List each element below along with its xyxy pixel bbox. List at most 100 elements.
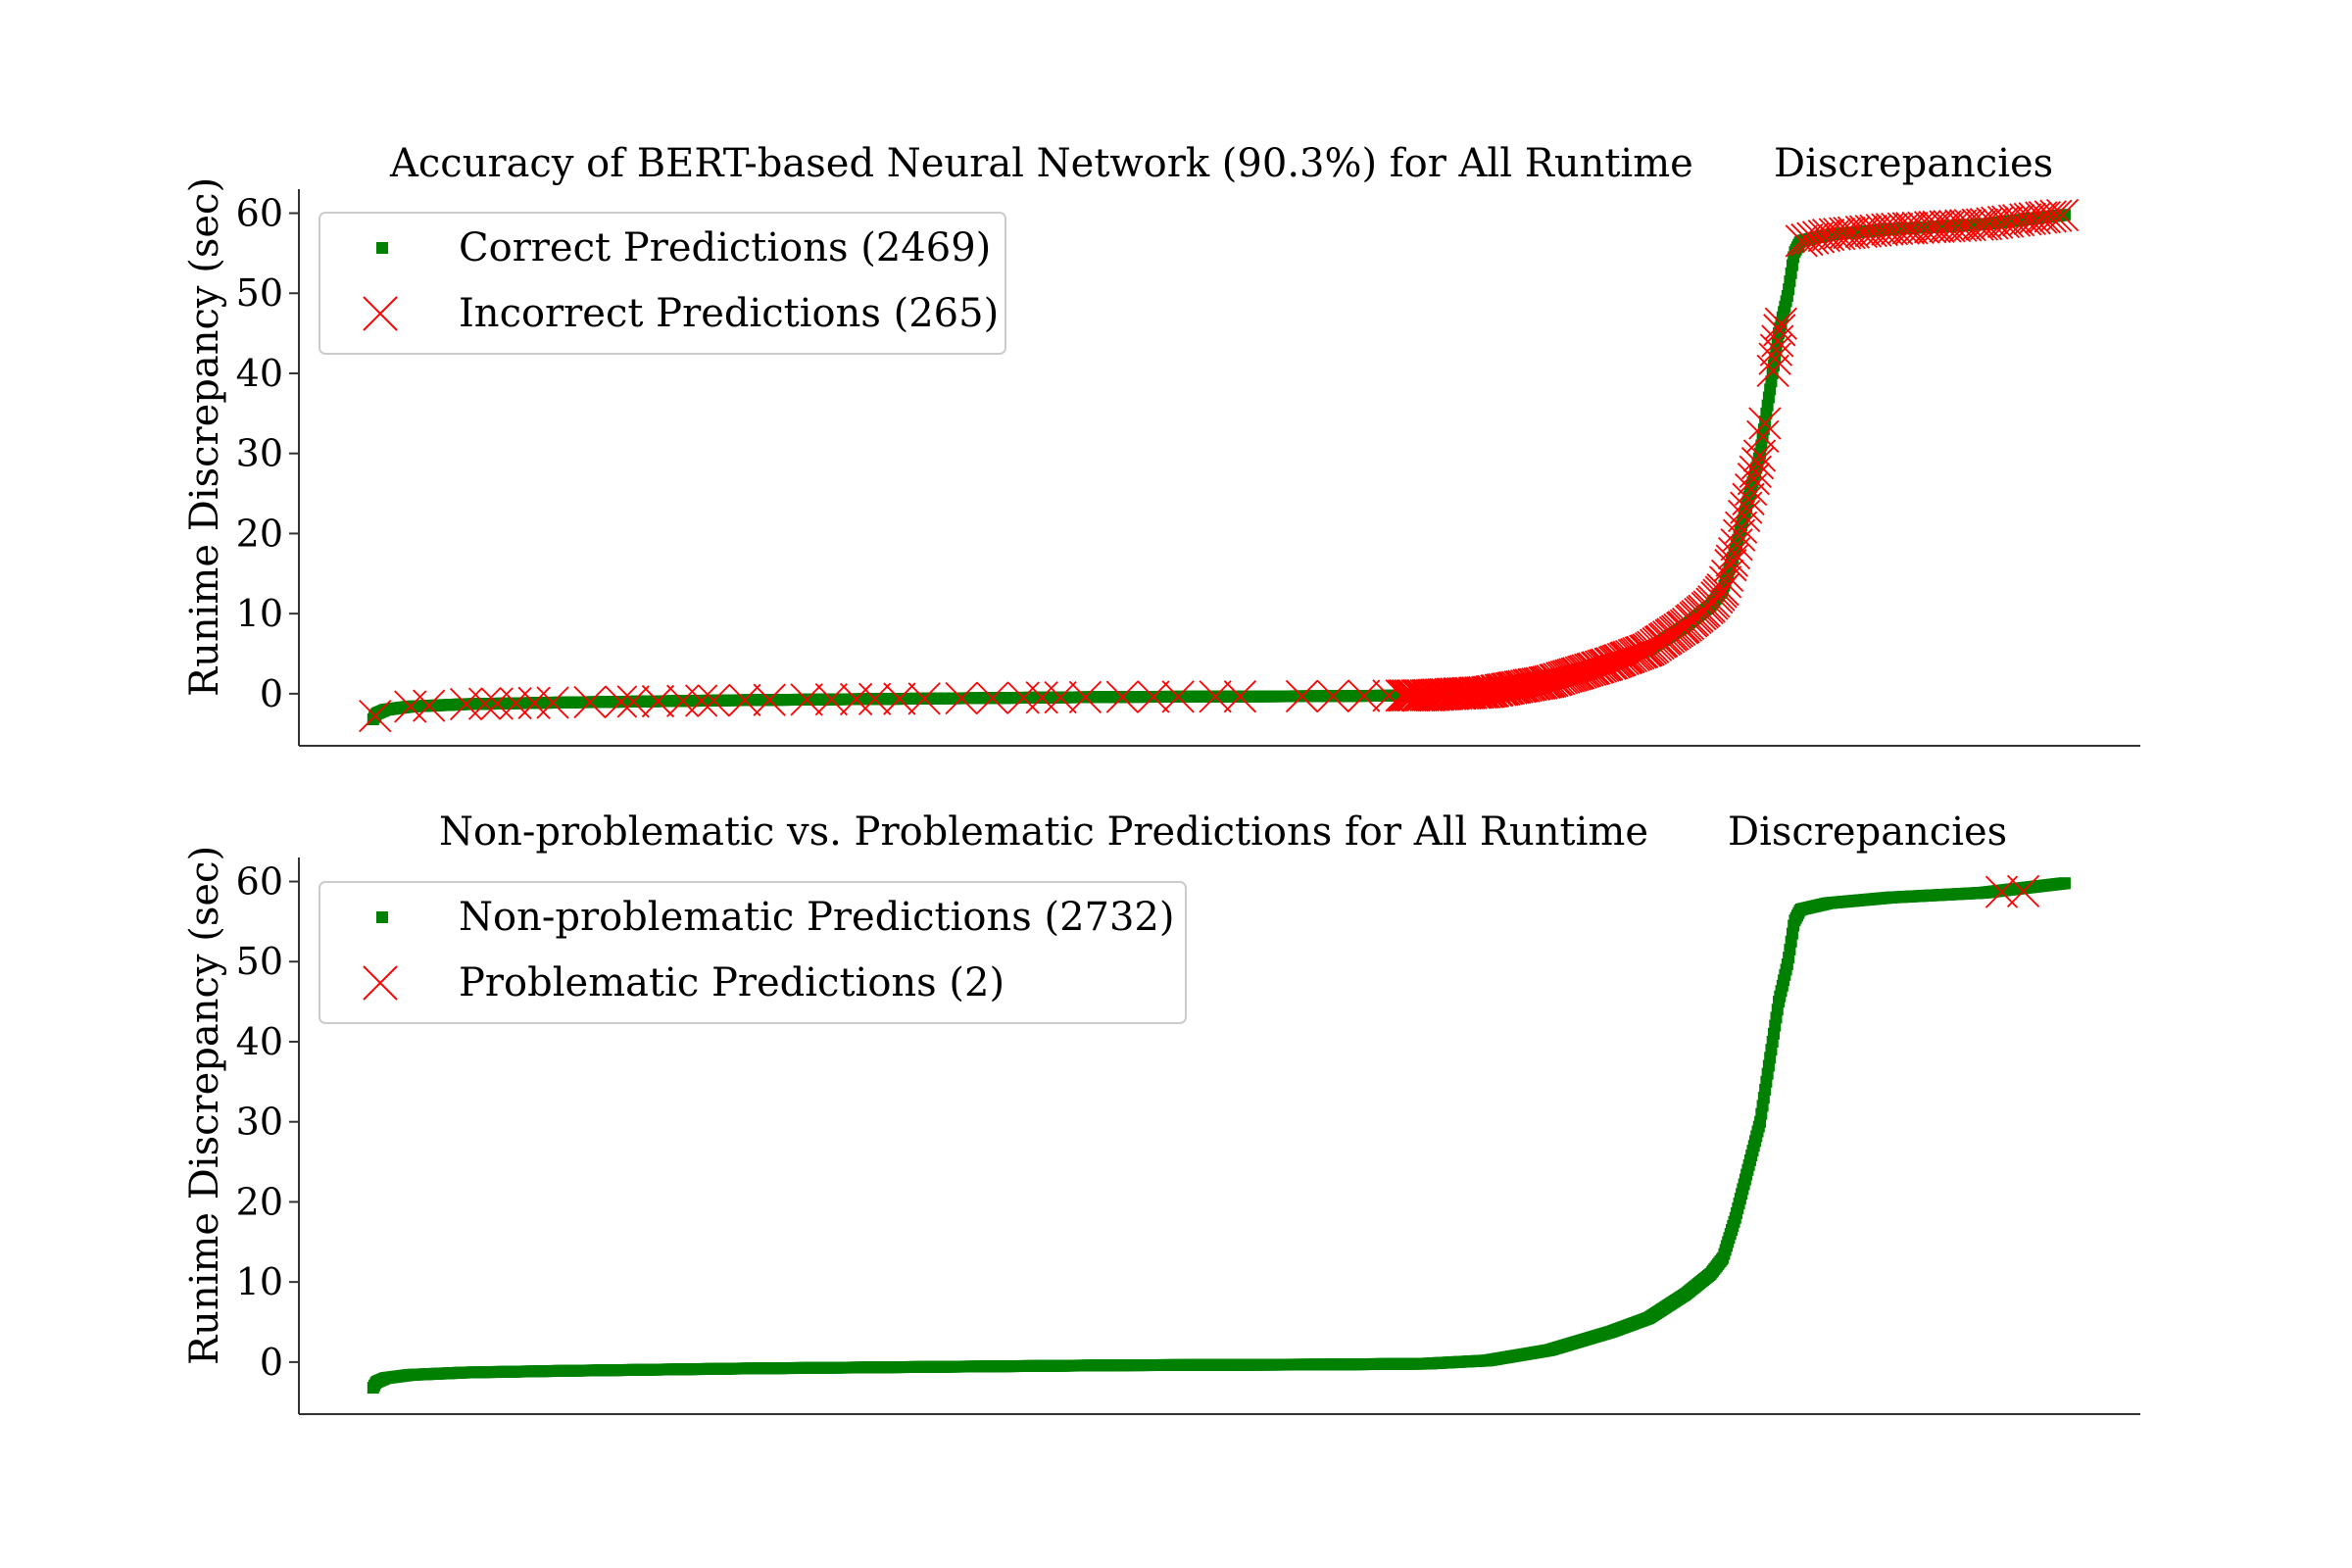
data-point-x bbox=[1829, 217, 1862, 250]
data-point-x bbox=[616, 685, 650, 718]
y-tick-label: 40 bbox=[236, 352, 283, 395]
data-point-x bbox=[1734, 472, 1768, 507]
data-point-x bbox=[1612, 640, 1645, 673]
y-tick-label: 10 bbox=[236, 1260, 283, 1303]
y-tick-label: 10 bbox=[236, 592, 283, 635]
data-point-x bbox=[1748, 407, 1782, 440]
data-point-x bbox=[685, 684, 718, 717]
data-point-x bbox=[499, 686, 532, 720]
data-point bbox=[2058, 209, 2071, 221]
data-point-x bbox=[975, 681, 1009, 714]
data-point-x bbox=[1199, 680, 1232, 713]
data-point-x bbox=[1986, 205, 2021, 239]
series-non-problematic-points bbox=[367, 877, 2071, 1395]
legend-label-correct: Correct Predictions (2469) bbox=[459, 225, 991, 270]
data-point-x bbox=[1068, 680, 1102, 714]
data-point-x bbox=[1969, 207, 2003, 241]
data-point-x bbox=[1764, 307, 1797, 340]
data-point-x bbox=[394, 690, 427, 723]
legend: Non-problematic Predictions (2732) Probl… bbox=[318, 881, 1187, 1024]
chart-title-left: Non-problematic vs. Problematic Predicti… bbox=[439, 809, 1648, 855]
data-point-x bbox=[359, 699, 392, 733]
y-tick-label: 50 bbox=[236, 271, 283, 315]
data-point-x bbox=[1630, 634, 1663, 667]
data-point-x bbox=[945, 681, 978, 715]
data-point-x bbox=[573, 685, 607, 719]
data-point-x bbox=[1756, 354, 1789, 388]
data-point-x bbox=[1746, 419, 1780, 454]
data-point-x bbox=[517, 686, 551, 719]
data-point-x bbox=[2013, 202, 2046, 236]
y-tick-label: 40 bbox=[236, 1020, 283, 1063]
data-point-x bbox=[2018, 202, 2051, 235]
data-point-x bbox=[1730, 491, 1763, 524]
data-point-x bbox=[1997, 204, 2032, 237]
data-point-x bbox=[1965, 208, 1999, 241]
data-point-x bbox=[449, 687, 483, 721]
data-point-x bbox=[728, 683, 761, 717]
data-point-x bbox=[883, 682, 916, 715]
data-point-x bbox=[1556, 658, 1590, 692]
data-point-x bbox=[604, 685, 638, 718]
data-point-x bbox=[666, 684, 700, 717]
data-point-x bbox=[1844, 215, 1878, 249]
data-point-x bbox=[907, 682, 941, 715]
data-point-x bbox=[641, 684, 675, 718]
y-tick-label: 30 bbox=[236, 432, 283, 475]
y-axis-ticks: 0 10 20 30 40 50 60 bbox=[236, 192, 299, 715]
legend-label-problematic: Problematic Predictions (2) bbox=[459, 960, 1004, 1005]
data-point-x bbox=[697, 684, 730, 717]
data-point-x bbox=[1742, 439, 1777, 472]
data-point-x bbox=[814, 683, 848, 716]
data-point-x bbox=[1714, 549, 1747, 582]
chart-title-right: Discrepancies bbox=[1728, 809, 2007, 855]
data-point-x bbox=[1807, 219, 1840, 253]
legend: Correct Predictions (2469) Incorrect Pre… bbox=[318, 212, 1006, 355]
y-tick-label: 0 bbox=[260, 1341, 283, 1384]
data-point-x bbox=[858, 682, 892, 715]
y-tick-label: 20 bbox=[236, 512, 283, 555]
data-point-x bbox=[1740, 447, 1775, 480]
legend-frame bbox=[318, 212, 1006, 355]
series-problematic-points bbox=[1984, 874, 2040, 908]
data-point-x bbox=[1223, 680, 1256, 713]
legend-square-marker bbox=[376, 911, 388, 923]
data-point-x bbox=[1006, 681, 1040, 714]
chart-title-left: Accuracy of BERT-based Neural Network (9… bbox=[389, 141, 1693, 186]
data-point-x bbox=[467, 687, 502, 720]
data-point-x bbox=[2039, 199, 2073, 232]
data-point-x bbox=[1025, 681, 1058, 714]
data-point-x bbox=[1285, 679, 1319, 713]
legend-x-marker bbox=[363, 965, 398, 1001]
chart-panel-problematic: Non-problematic vs. Problematic Predicti… bbox=[182, 809, 2140, 1415]
data-point-x bbox=[1722, 518, 1756, 552]
chart-title-right: Discrepancies bbox=[1774, 141, 2053, 186]
chart-panel-accuracy: Accuracy of BERT-based Neural Network (9… bbox=[182, 141, 2140, 747]
data-point-x bbox=[1706, 573, 1740, 607]
y-tick-label: 20 bbox=[236, 1180, 283, 1223]
y-axis-ticks: 0 10 20 30 40 50 60 bbox=[236, 860, 299, 1384]
data-point-x bbox=[1710, 559, 1744, 592]
data-point-x bbox=[1044, 681, 1077, 714]
legend-label-non-problematic: Non-problematic Predictions (2732) bbox=[459, 895, 1174, 940]
y-tick-label: 0 bbox=[260, 672, 283, 715]
data-point-x bbox=[753, 683, 786, 716]
legend-square-marker bbox=[376, 242, 388, 254]
data-point-x bbox=[1732, 482, 1765, 515]
data-point-x bbox=[480, 687, 514, 720]
data-point-x bbox=[1854, 214, 1887, 248]
data-point-x bbox=[1801, 220, 1836, 254]
data-point-x bbox=[1717, 536, 1751, 570]
data-point-x bbox=[1976, 207, 2009, 240]
data-point bbox=[2058, 877, 2071, 890]
data-point-x bbox=[2045, 198, 2080, 232]
data-point-x bbox=[413, 689, 446, 722]
data-point-x bbox=[1724, 511, 1758, 544]
y-tick-label: 50 bbox=[236, 940, 283, 983]
data-point-x bbox=[839, 682, 873, 716]
y-tick-label: 60 bbox=[236, 192, 283, 235]
legend-frame bbox=[318, 881, 1187, 1024]
data-point-x bbox=[536, 686, 569, 719]
data-point-x bbox=[2034, 200, 2067, 233]
